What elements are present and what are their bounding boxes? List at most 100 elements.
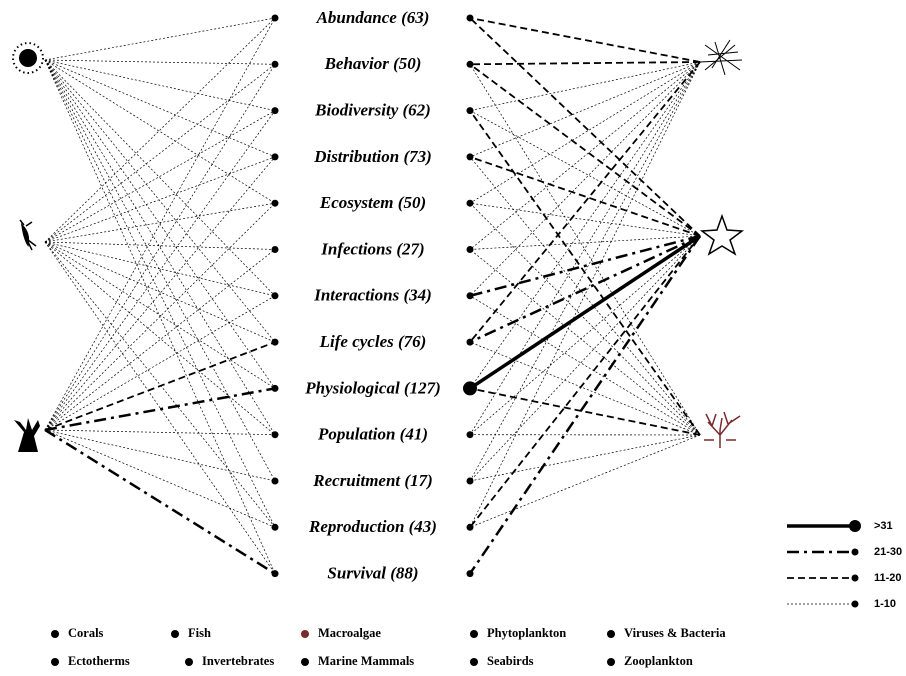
edge [45,60,275,342]
edge [45,157,275,242]
edge [470,62,700,64]
edge [45,60,275,111]
edge [45,430,275,527]
edge [45,111,275,430]
topic-label: Reproduction (43) [308,517,437,536]
legend-label: 1-10 [874,598,896,610]
edge [45,242,275,388]
topic-dot [467,478,474,485]
edge [45,342,275,430]
edge [470,435,700,527]
topic-label: Survival (88) [327,564,418,583]
legend-label: Marine Mammals [318,654,414,668]
topic-dot [272,570,279,577]
edge [45,430,275,574]
topic-dot [467,15,474,22]
edge [45,430,275,435]
edge [470,62,700,203]
edge [470,157,700,236]
topic-label: Ecosystem (50) [319,193,426,212]
topic-dot [467,61,474,68]
phytoplankton-icon [700,40,742,75]
edge [470,111,700,236]
topic-dot [272,61,279,68]
topic-dot [467,570,474,577]
nodes: Abundance (63)Behavior (50)Biodiversity … [272,8,478,583]
legend-icon [301,630,309,638]
legend-label: >31 [874,520,893,532]
legend-label: Zooplankton [624,654,693,668]
topic-label: Infections (27) [320,239,424,258]
edge [45,60,275,296]
line-weight-legend: >31 21-30 11-20 1-10 [787,520,902,610]
topic-dot [272,15,279,22]
edge [45,60,275,157]
legend-dot [852,575,859,582]
edge [470,250,700,436]
edge [45,64,275,430]
edge [470,62,700,527]
topic-dot [463,381,477,395]
edge [470,111,700,435]
topic-dot [467,524,474,531]
topic-dot [467,339,474,346]
topic-label: Distribution (73) [313,147,432,166]
topic-label: Recruitment (17) [312,471,432,490]
edge [470,203,700,435]
edge [45,64,275,242]
topic-dot [467,200,474,207]
edge [470,62,700,111]
topic-dot [272,478,279,485]
coral-icon [14,418,40,452]
topic-dot [467,431,474,438]
legend-icon [185,658,193,666]
virus-icon [13,43,43,73]
legend-dot [849,520,861,532]
edge [470,18,700,62]
star-icon [702,216,742,254]
legend: CoralsFishMacroalgaePhytoplanktonViruses… [51,626,726,668]
edge [45,242,275,527]
edge [470,236,700,527]
edge [470,236,700,388]
legend-label: Ectotherms [68,654,130,668]
legend-icon [51,658,59,666]
edge [45,242,275,296]
legend-icon [301,658,309,666]
legend-label: Corals [68,626,104,640]
legend-label: Viruses & Bacteria [624,626,726,640]
legend-label: 21-30 [874,546,902,558]
legend-icon [171,630,179,638]
topic-dot [467,292,474,299]
topic-label: Life cycles (76) [319,332,427,351]
edge [45,388,275,430]
edge [470,62,700,388]
edge [45,203,275,242]
legend-dot [852,601,859,608]
legend-icon [607,630,615,638]
topic-dot [272,200,279,207]
edge [45,60,275,388]
edge [470,62,700,157]
legend-dot [852,549,859,556]
edge [470,203,700,236]
edge [470,157,700,435]
edge [470,388,700,435]
topic-dot [467,246,474,253]
edge [470,236,700,342]
topic-dot [467,153,474,160]
legend-label: Seabirds [487,654,534,668]
topic-label: Interactions (34) [313,286,432,305]
topic-dot [467,107,474,114]
topic-label: Population (41) [317,425,428,444]
legend-label: 11-20 [874,572,902,584]
topic-dot [272,385,279,392]
topic-dot [272,107,279,114]
edge [45,60,275,203]
legend-icon [470,658,478,666]
edge [45,430,275,481]
legend-label: Macroalgae [318,626,381,640]
edge [45,60,275,435]
edge [45,203,275,430]
edge [45,242,275,250]
